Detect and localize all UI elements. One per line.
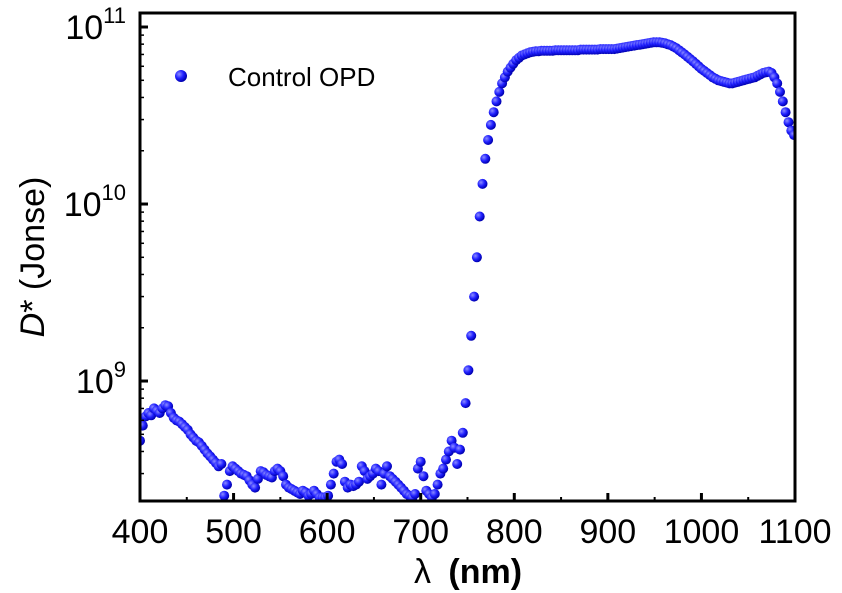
- data-point: [429, 489, 440, 499]
- x-tick-label: 700: [392, 513, 449, 551]
- y-tick-exponent: 10: [102, 180, 126, 205]
- data-point: [328, 468, 339, 479]
- data-point: [216, 459, 227, 469]
- y-tick-exponent: 11: [103, 3, 126, 28]
- data-point: [483, 135, 494, 145]
- data-point: [278, 471, 289, 482]
- data-point: [382, 461, 392, 472]
- data-point: [469, 291, 480, 302]
- y-tick-base: 10: [65, 9, 103, 47]
- data-point: [491, 96, 502, 107]
- data-point: [252, 473, 263, 484]
- data-point: [325, 479, 336, 490]
- y-tick-base: 10: [76, 363, 114, 401]
- x-tick-label: 1000: [664, 513, 740, 551]
- x-tick-label: 900: [579, 513, 636, 551]
- x-axis-ticks: 400 500 600 700 800 900 1000 1100: [112, 493, 832, 551]
- y-axis-symbol: D: [14, 313, 52, 338]
- data-point: [474, 211, 485, 222]
- data-point: [452, 459, 463, 469]
- y-tick-base: 10: [64, 186, 102, 224]
- data-point: [337, 459, 348, 469]
- x-tick-label: 400: [112, 513, 169, 551]
- data-point: [488, 107, 499, 118]
- legend: Control OPD: [175, 62, 375, 92]
- data-point: [777, 96, 788, 107]
- data-point: [460, 398, 471, 409]
- data-point: [455, 444, 465, 455]
- x-axis-title: λ (nm): [414, 553, 522, 591]
- data-point: [466, 330, 477, 341]
- data-point: [772, 78, 783, 89]
- y-tick-label: 109: [76, 357, 126, 401]
- y-axis-title: D* (Jonse): [14, 177, 52, 338]
- x-axis-unit: (nm): [448, 553, 522, 591]
- data-point: [376, 479, 387, 490]
- data-point: [418, 471, 429, 482]
- data-point: [250, 482, 261, 493]
- data-point: [354, 476, 364, 487]
- x-axis-symbol: λ: [414, 553, 431, 591]
- x-tick-label: 500: [205, 513, 262, 551]
- data-point: [222, 479, 232, 490]
- data-point: [463, 365, 474, 376]
- y-tick-label: 1011: [65, 3, 126, 47]
- data-point: [140, 420, 148, 431]
- data-point: [410, 489, 421, 499]
- data-point: [457, 427, 468, 438]
- data-point: [485, 119, 496, 130]
- x-tick-label: 600: [299, 513, 356, 551]
- legend-label: Control OPD: [228, 62, 375, 92]
- data-point: [775, 86, 785, 97]
- data-point: [780, 107, 791, 118]
- legend-marker: [175, 70, 187, 82]
- y-axis-rest: * (Jonse): [14, 177, 52, 313]
- data-point: [432, 479, 443, 490]
- data-point: [477, 178, 488, 189]
- data-point: [471, 252, 482, 263]
- y-tick-exponent: 9: [114, 357, 126, 382]
- data-points: [140, 37, 795, 501]
- x-tick-label: 800: [486, 513, 543, 551]
- y-tick-label: 1010: [64, 180, 126, 224]
- data-point: [783, 117, 794, 128]
- data-point: [415, 456, 426, 467]
- data-point: [219, 490, 230, 501]
- data-point: [441, 454, 451, 465]
- x-tick-label: 1100: [758, 513, 831, 551]
- data-point: [480, 153, 491, 164]
- data-point: [494, 86, 505, 97]
- data-point: [438, 463, 449, 474]
